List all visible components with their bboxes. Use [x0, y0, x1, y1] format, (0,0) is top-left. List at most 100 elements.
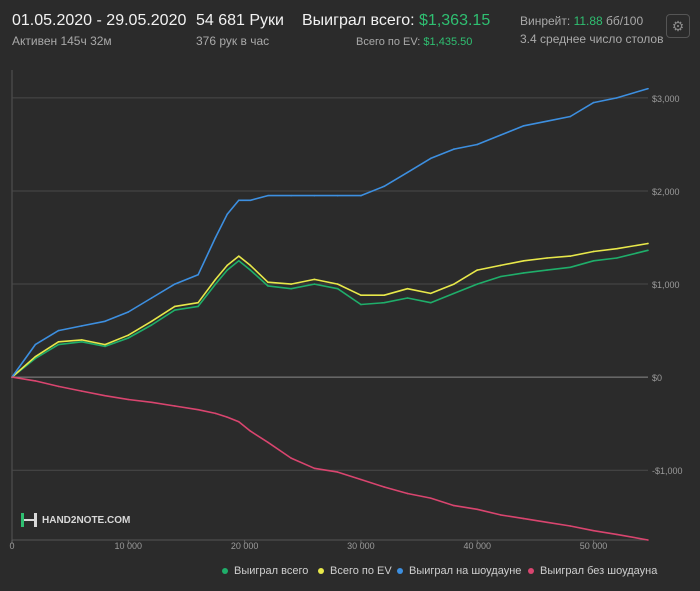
- data-point-won_total: [80, 340, 83, 343]
- date-block: 01.05.2020 - 29.05.2020 Активен 145ч 32м: [12, 12, 186, 48]
- data-point-showdown: [267, 194, 269, 197]
- data-point-non_showdown: [453, 504, 455, 507]
- data-point-ev: [249, 264, 252, 267]
- winrate-unit: бб/100: [606, 14, 644, 28]
- data-point-non_showdown: [360, 478, 362, 481]
- data-point-non_showdown: [336, 471, 339, 473]
- data-point-showdown: [214, 236, 217, 239]
- legend-label: Выиграл без шоудауна: [540, 565, 658, 577]
- y-tick-label: $2,000: [652, 187, 680, 197]
- date-range: 01.05.2020 - 29.05.2020: [12, 12, 187, 29]
- data-point-showdown: [616, 97, 618, 99]
- data-point-non_showdown: [647, 539, 649, 541]
- data-point-won_total: [476, 283, 479, 285]
- data-point-showdown: [360, 194, 362, 197]
- data-point-non_showdown: [150, 401, 153, 404]
- data-point-showdown: [150, 297, 153, 299]
- legend-item-ev[interactable]: Всего по EV: [318, 565, 392, 577]
- data-point-ev: [453, 283, 455, 285]
- data-point-showdown: [290, 194, 292, 197]
- gear-icon[interactable]: ⚙: [666, 14, 690, 38]
- data-point-ev: [104, 343, 106, 346]
- legend-label: Выиграл на шоудауне: [409, 565, 522, 577]
- data-point-ev: [80, 339, 83, 341]
- data-point-ev: [150, 320, 153, 323]
- data-point-ev: [174, 305, 176, 308]
- data-point-non_showdown: [383, 486, 385, 488]
- x-tick-label: 0: [9, 541, 14, 551]
- data-point-non_showdown: [406, 492, 409, 495]
- stats-header: 01.05.2020 - 29.05.2020 Активен 145ч 32м…: [0, 0, 700, 60]
- data-point-ev: [336, 283, 339, 285]
- y-tick-label: $1,000: [652, 280, 680, 290]
- data-point-won_total: [127, 337, 130, 339]
- data-point-won_total: [174, 309, 176, 311]
- hands-total: 54 681 Руки: [196, 12, 284, 29]
- x-tick-label: 10 000: [115, 541, 143, 551]
- data-point-showdown: [476, 143, 479, 146]
- ev-total: Всего по EV: $1,435.50: [356, 36, 472, 48]
- x-tick-label: 20 000: [231, 541, 259, 551]
- data-point-showdown: [592, 101, 595, 104]
- data-point-ev: [616, 247, 618, 250]
- data-point-non_showdown: [127, 398, 130, 401]
- data-point-ev: [476, 269, 479, 271]
- data-point-showdown: [647, 87, 649, 90]
- data-point-non_showdown: [522, 517, 525, 520]
- data-point-non_showdown: [197, 408, 199, 411]
- data-point-won_total: [34, 357, 37, 360]
- data-point-non_showdown: [214, 412, 217, 415]
- data-point-showdown: [499, 134, 502, 136]
- data-point-non_showdown: [57, 385, 60, 388]
- data-point-showdown: [34, 343, 37, 346]
- ev-label: Всего по EV:: [356, 36, 421, 48]
- data-point-ev: [522, 259, 525, 262]
- data-point-non_showdown: [104, 394, 106, 397]
- data-point-non_showdown: [290, 457, 292, 459]
- legend-marker: [222, 568, 228, 574]
- data-point-showdown: [104, 320, 106, 323]
- logo-text: HAND2NOTE.COM: [42, 514, 131, 526]
- data-point-showdown: [522, 125, 525, 127]
- data-point-showdown: [238, 199, 240, 202]
- data-point-ev: [360, 294, 362, 297]
- data-point-showdown: [313, 194, 316, 197]
- data-point-won_total: [453, 292, 455, 295]
- data-point-non_showdown: [546, 521, 548, 524]
- data-point-won_total: [569, 266, 572, 269]
- legend-item-won-total[interactable]: Выиграл всего: [222, 565, 308, 577]
- legend-label: Выиграл всего: [234, 565, 309, 577]
- data-point-showdown: [249, 199, 252, 202]
- data-point-showdown: [406, 171, 409, 174]
- data-point-showdown: [453, 148, 455, 150]
- data-point-ev: [214, 278, 217, 281]
- legend-marker: [318, 568, 324, 574]
- data-point-non_showdown: [34, 380, 37, 382]
- data-point-non_showdown: [80, 390, 83, 392]
- data-point-ev: [197, 301, 199, 304]
- data-point-non_showdown: [429, 497, 432, 499]
- x-tick-label: 40 000: [463, 541, 491, 551]
- data-point-non_showdown: [476, 508, 479, 511]
- data-point-won_total: [313, 283, 316, 285]
- legend-marker: [528, 568, 534, 574]
- data-point-ev: [569, 255, 572, 257]
- series-line-ev: [11, 242, 649, 378]
- legend-item-non-showdown[interactable]: Выиграл без шоудауна: [528, 565, 657, 577]
- winrate-block: Винрейт: 11.88 бб/100 3.4 среднее число …: [520, 14, 663, 46]
- data-point-showdown: [569, 115, 572, 118]
- data-point-won_total: [429, 301, 432, 304]
- won-total-value: $1,363.15: [419, 12, 491, 29]
- y-tick-label: -$1,000: [652, 466, 683, 476]
- x-tick-label: 30 000: [347, 541, 375, 551]
- y-tick-label: $0: [652, 373, 662, 383]
- data-point-ev: [406, 287, 409, 290]
- won-total: Выиграл всего: $1,363.15: [302, 12, 490, 30]
- legend-item-showdown[interactable]: Выиграл на шоудауне: [397, 565, 521, 577]
- data-point-showdown: [127, 311, 130, 313]
- data-point-ev: [647, 242, 649, 245]
- data-point-ev: [546, 257, 548, 259]
- data-point-non_showdown: [592, 529, 595, 532]
- data-point-showdown: [383, 185, 385, 188]
- data-point-won_total: [647, 249, 649, 252]
